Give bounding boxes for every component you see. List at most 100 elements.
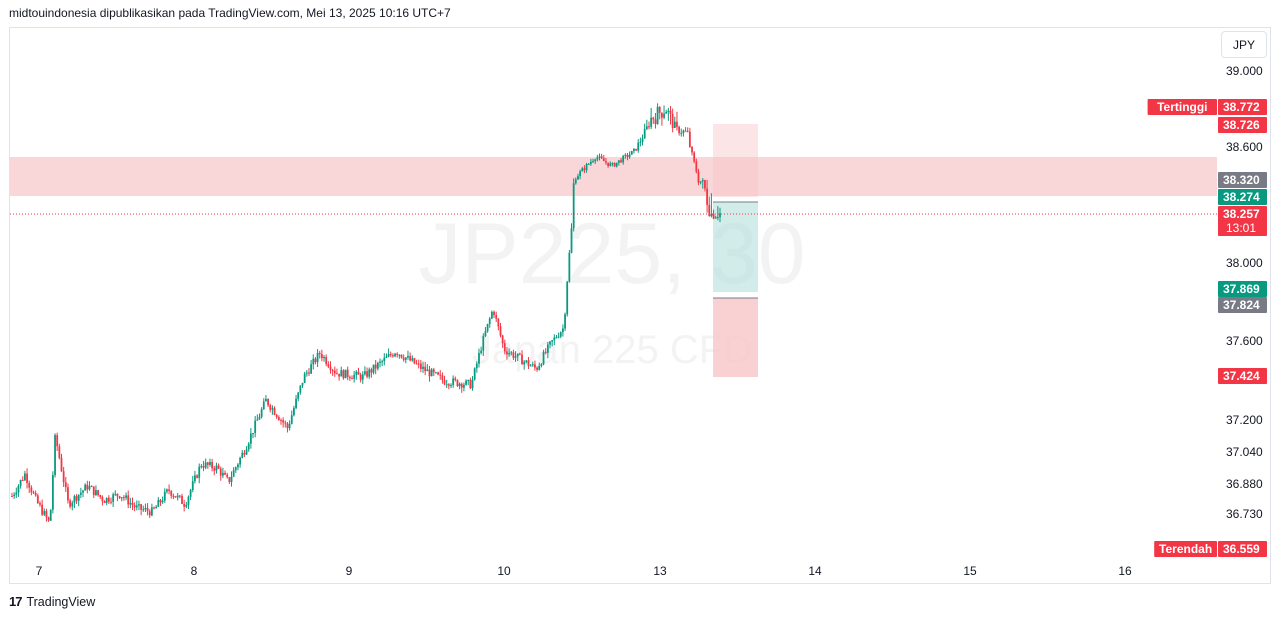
candle-body <box>654 119 657 124</box>
candle-body <box>658 106 661 113</box>
x-tick-label: 16 <box>1118 564 1132 578</box>
brand-name[interactable]: TradingView <box>26 594 96 609</box>
candle-body <box>185 504 188 507</box>
candle-body <box>142 509 145 511</box>
candle-body <box>594 159 597 162</box>
candle-body <box>551 340 554 342</box>
candle-body <box>688 131 691 147</box>
candle-body <box>490 311 493 319</box>
candle-body <box>656 106 659 124</box>
candle-body <box>295 398 297 409</box>
lowest-price-label-bg <box>1218 541 1267 557</box>
tradingview-logo-icon[interactable]: 17 <box>9 594 23 609</box>
candle-body <box>471 379 474 389</box>
candle-body <box>430 369 433 377</box>
y-axis: 39.000 38.600 38.000 37.600 37.200 37.040 36.8… <box>1226 64 1263 521</box>
candle-body <box>34 493 37 496</box>
candle-body <box>639 141 642 143</box>
candle-body <box>308 372 310 374</box>
candle-body <box>678 126 681 134</box>
candle-body <box>310 364 313 374</box>
highest-caption: Tertinggi <box>1157 100 1207 114</box>
y-tick-label: 38.600 <box>1226 140 1263 154</box>
candle-body <box>120 497 123 499</box>
candle-body <box>568 252 571 282</box>
candle-body <box>17 485 20 493</box>
countdown-label: 13:01 <box>1226 221 1256 235</box>
candle-body <box>486 323 489 332</box>
candle-body <box>534 364 536 368</box>
candle-body <box>245 449 248 455</box>
candle-body <box>277 417 280 421</box>
candle-body <box>312 358 315 365</box>
candle-body <box>660 112 663 118</box>
candle-body <box>435 372 437 374</box>
candle-body <box>129 502 132 505</box>
candle-body <box>559 332 562 337</box>
candle-body <box>523 361 526 365</box>
candle-body <box>488 318 491 324</box>
candle-body <box>691 146 693 153</box>
candle-body <box>557 336 560 338</box>
candle-body <box>473 368 476 380</box>
candle-body <box>592 161 594 163</box>
currency-button[interactable]: JPY <box>1221 31 1267 58</box>
candle-body <box>620 160 622 163</box>
candle-body <box>364 371 366 375</box>
candle-body <box>361 374 364 380</box>
candle-body <box>553 337 556 341</box>
candle-body <box>90 486 93 488</box>
zone-mid-label-bg <box>1218 297 1267 313</box>
candle-body <box>28 483 31 488</box>
candle-body <box>456 379 459 386</box>
candle-body <box>531 364 534 366</box>
candle-body <box>411 358 414 361</box>
candle-body <box>538 365 541 370</box>
candle-body <box>613 163 616 167</box>
x-axis: 7 8 9 10 13 14 15 16 <box>36 564 1132 578</box>
candle-body <box>684 130 687 132</box>
candle-body <box>200 466 203 468</box>
candle-body <box>297 392 300 399</box>
candle-body <box>150 507 153 516</box>
target-label: 37.869 <box>1223 282 1260 296</box>
candle-body <box>714 217 717 219</box>
candle-body <box>32 492 35 494</box>
candle-body <box>686 131 689 133</box>
x-tick-label: 7 <box>36 564 43 578</box>
candle-body <box>13 494 16 497</box>
candle-body <box>125 495 127 498</box>
candle-body <box>695 161 698 172</box>
candle-body <box>146 507 149 512</box>
candle-body <box>163 491 166 501</box>
candle-body <box>376 362 379 369</box>
candle-body <box>226 474 229 478</box>
candle-body <box>338 373 341 377</box>
candle-body <box>706 188 708 205</box>
candle-body <box>159 499 162 503</box>
x-tick-label: 10 <box>497 564 511 578</box>
candle-body <box>92 486 95 496</box>
candle-body <box>114 493 117 495</box>
candle-body <box>140 504 143 510</box>
candle-body <box>493 311 495 316</box>
current-price-label: 38.257 <box>1223 207 1260 221</box>
x-tick-label: 9 <box>346 564 353 578</box>
candle-body <box>379 361 381 363</box>
candle-body <box>357 371 360 375</box>
candle-body <box>348 376 351 379</box>
candle-body <box>394 353 396 357</box>
candle-body <box>19 479 22 486</box>
resistance-zone <box>10 157 1217 196</box>
candle-body <box>301 382 304 386</box>
candle-body <box>47 517 50 521</box>
candle-body <box>105 497 108 504</box>
candle-body <box>288 423 291 429</box>
candle-body <box>719 213 721 218</box>
y-tick-label: 38.000 <box>1226 256 1263 270</box>
candle-body <box>602 158 605 162</box>
candle-body <box>518 353 521 355</box>
candle-body <box>484 331 487 337</box>
candle-body <box>445 384 448 386</box>
